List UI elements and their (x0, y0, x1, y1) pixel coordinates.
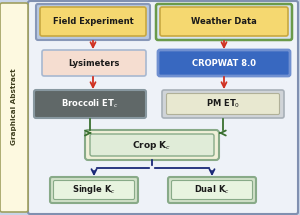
FancyBboxPatch shape (156, 4, 292, 40)
Text: Dual K$_c$: Dual K$_c$ (194, 184, 230, 196)
FancyBboxPatch shape (90, 134, 214, 156)
FancyBboxPatch shape (85, 130, 219, 160)
FancyBboxPatch shape (53, 181, 134, 200)
FancyBboxPatch shape (160, 7, 288, 36)
FancyBboxPatch shape (0, 3, 28, 212)
Text: Lysimeters: Lysimeters (68, 58, 120, 68)
FancyBboxPatch shape (162, 90, 284, 118)
FancyBboxPatch shape (172, 181, 253, 200)
FancyBboxPatch shape (168, 177, 256, 203)
FancyBboxPatch shape (167, 94, 280, 115)
FancyBboxPatch shape (36, 4, 150, 40)
FancyBboxPatch shape (158, 50, 290, 76)
Text: Crop K$_c$: Crop K$_c$ (132, 138, 172, 152)
FancyBboxPatch shape (28, 1, 298, 214)
Text: Graphical Abstract: Graphical Abstract (11, 69, 17, 145)
FancyBboxPatch shape (34, 90, 146, 118)
Text: CROPWAT 8.0: CROPWAT 8.0 (192, 58, 256, 68)
FancyBboxPatch shape (50, 177, 138, 203)
Text: Broccoli ET$_c$: Broccoli ET$_c$ (61, 98, 118, 110)
Text: PM ET$_0$: PM ET$_0$ (206, 98, 240, 110)
Text: Weather Data: Weather Data (191, 17, 257, 26)
Text: Field Experiment: Field Experiment (52, 17, 134, 26)
FancyBboxPatch shape (40, 7, 146, 36)
FancyBboxPatch shape (42, 50, 146, 76)
Text: Single K$_c$: Single K$_c$ (72, 183, 116, 197)
